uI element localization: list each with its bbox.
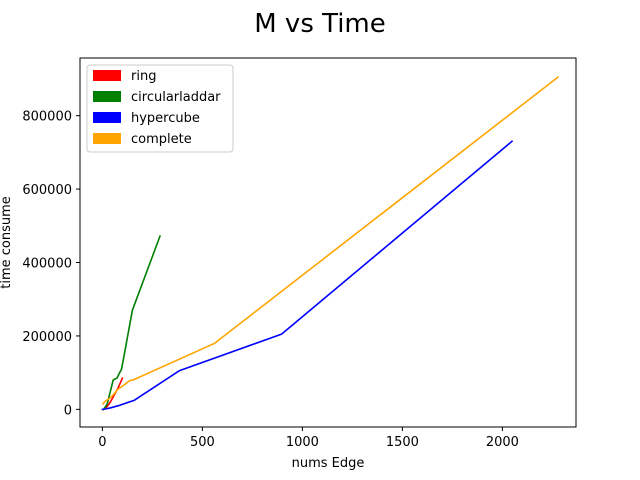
x-tick-label: 1500 — [386, 435, 419, 450]
legend-swatch-complete — [93, 133, 121, 144]
y-tick-label: 200000 — [22, 330, 72, 345]
series-line-complete — [101, 75, 560, 406]
x-tick-label: 2000 — [486, 435, 519, 450]
chart-title: M vs Time — [254, 9, 386, 39]
legend-box — [86, 64, 234, 153]
y-axis-label: time consume — [0, 196, 14, 289]
legend-label-complete: complete — [131, 132, 192, 147]
plot-frame — [79, 57, 577, 428]
y-axis: 0 200000 400000 600000 800000 — [22, 110, 80, 418]
series-line-hypercube — [101, 140, 514, 411]
y-tick-label: 0 — [64, 403, 72, 418]
legend-label-hypercube: hypercube — [131, 111, 200, 126]
legend-swatch-hypercube — [93, 112, 121, 123]
legend-swatch-circularladdar — [93, 91, 121, 102]
legend-label-ring: ring — [131, 69, 156, 84]
x-tick-label: 0 — [98, 435, 106, 450]
y-tick-label: 400000 — [22, 257, 72, 272]
legend-swatch-ring — [93, 70, 121, 81]
x-axis: 0 500 1000 1500 2000 — [98, 427, 519, 450]
y-tick-label: 600000 — [22, 183, 72, 198]
legend-items: ring circularladdar hypercube complete — [93, 69, 221, 147]
legend: ring circularladdar hypercube complete — [86, 64, 234, 153]
x-tick-label: 500 — [190, 435, 215, 450]
x-tick-label: 1000 — [286, 435, 319, 450]
series-line-circularladdar — [102, 235, 162, 411]
x-axis-label: nums Edge — [292, 456, 365, 471]
y-tick-label: 800000 — [22, 110, 72, 125]
series-line-ring — [102, 377, 124, 411]
legend-label-circularladdar: circularladdar — [131, 90, 221, 105]
series-layer — [101, 75, 560, 411]
